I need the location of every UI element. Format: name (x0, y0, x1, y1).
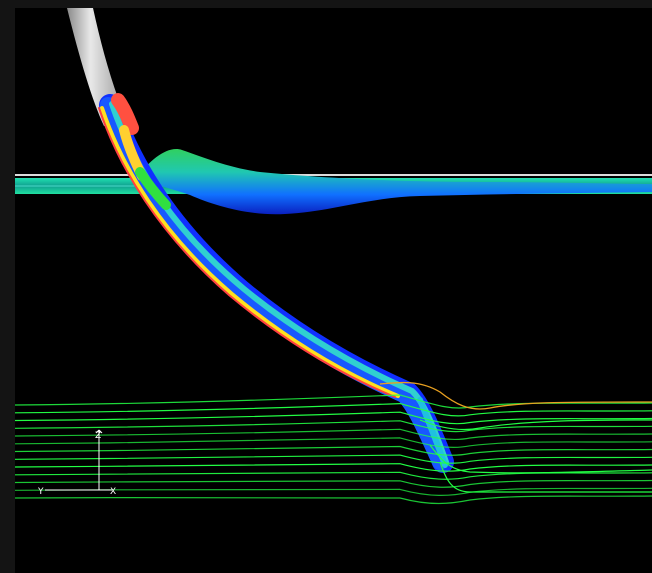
streamline (15, 437, 652, 448)
streamline (15, 487, 652, 496)
streamline (429, 444, 652, 474)
streamline (15, 411, 652, 425)
streamline (15, 402, 652, 417)
streamline (439, 461, 652, 493)
streamline (15, 428, 652, 441)
render-canvas[interactable]: Z Y X (15, 8, 652, 573)
streamline (15, 495, 652, 505)
window-frame-top (0, 0, 652, 8)
axis-triad (45, 429, 112, 491)
axis-label-y: Y (37, 487, 44, 497)
3d-render-viewport[interactable]: Z Y X (15, 8, 652, 573)
streamline-orange (379, 381, 652, 410)
pipe-contour (98, 93, 454, 473)
streamline (15, 471, 652, 480)
axis-label-x: X (110, 487, 116, 497)
axis-label-z: Z (95, 431, 101, 441)
streamline (15, 420, 652, 433)
contour-sheet (138, 149, 652, 215)
streamline (15, 479, 652, 488)
streamline (15, 463, 652, 472)
streamlines (15, 394, 652, 505)
streamline (15, 454, 652, 464)
streamline (15, 445, 652, 456)
window-frame-left (0, 0, 15, 573)
streamline (419, 419, 652, 431)
